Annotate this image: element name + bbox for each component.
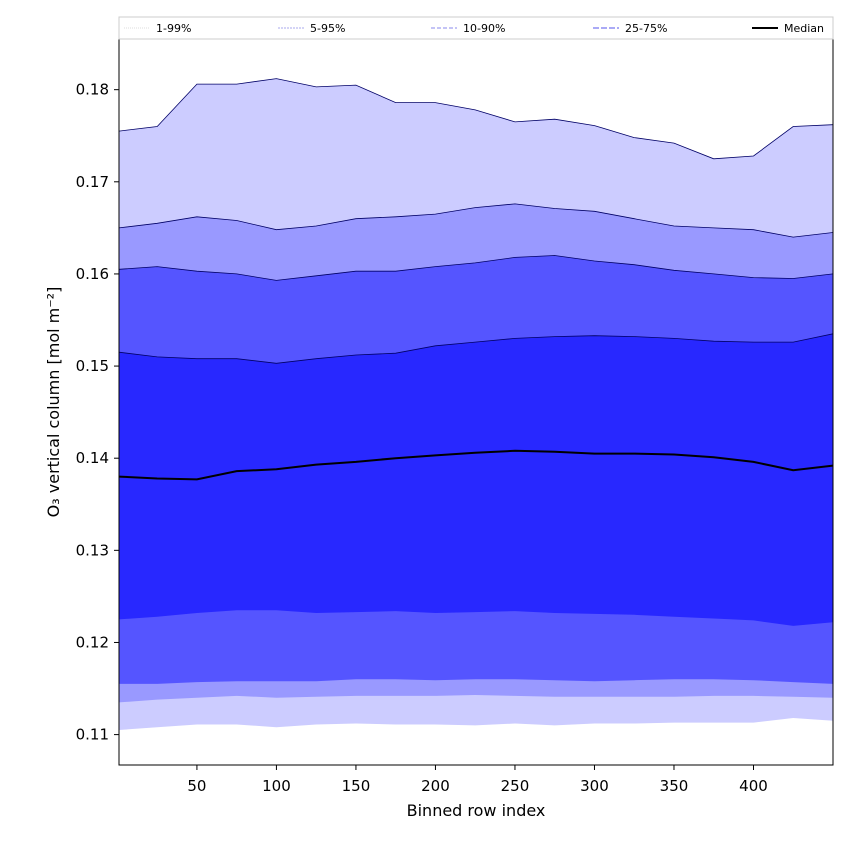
y-tick-label: 0.18 xyxy=(76,81,109,99)
x-tick-label: 400 xyxy=(739,777,768,795)
band-edge-10-90% xyxy=(119,255,833,281)
y-tick-label: 0.12 xyxy=(76,633,109,651)
legend-label: 1-99% xyxy=(156,22,191,35)
y-tick-label: 0.11 xyxy=(76,726,109,744)
legend: 1-99% 5-95% 10-90% 25-75% Median xyxy=(118,16,834,40)
band-edge-5-95% xyxy=(119,203,833,238)
x-tick-label: 50 xyxy=(187,777,206,795)
band-edge-1-99% xyxy=(119,78,833,160)
x-axis-label: Binned row index xyxy=(407,801,546,820)
legend-label: 5-95% xyxy=(310,22,345,35)
y-axis-label: O₃ vertical column [mol m⁻²] xyxy=(44,287,63,518)
x-axis: 50 100 150 200 250 300 350 400 xyxy=(187,765,768,795)
x-tick-label: 300 xyxy=(580,777,609,795)
legend-frame xyxy=(118,16,834,40)
band-25-75% xyxy=(119,333,833,626)
legend-label: 25-75% xyxy=(625,22,667,35)
band-edge-25-75% xyxy=(119,333,833,364)
y-tick-label: 0.17 xyxy=(76,173,109,191)
x-tick-label: 150 xyxy=(342,777,371,795)
x-tick-label: 350 xyxy=(660,777,689,795)
y-tick-label: 0.14 xyxy=(76,449,109,467)
legend-label: Median xyxy=(784,22,824,35)
median-layer xyxy=(119,449,833,481)
y-tick-label: 0.15 xyxy=(76,357,109,375)
median-line xyxy=(119,449,833,481)
x-tick-label: 200 xyxy=(421,777,450,795)
y-tick-label: 0.16 xyxy=(76,265,109,283)
bands-layer xyxy=(119,78,833,731)
x-tick-label: 100 xyxy=(262,777,291,795)
x-tick-label: 250 xyxy=(501,777,530,795)
y-axis: 0.11 0.12 0.13 0.14 0.15 0.16 0.17 0.18 xyxy=(76,81,119,744)
y-tick-label: 0.13 xyxy=(76,541,109,559)
legend-label: 10-90% xyxy=(463,22,505,35)
